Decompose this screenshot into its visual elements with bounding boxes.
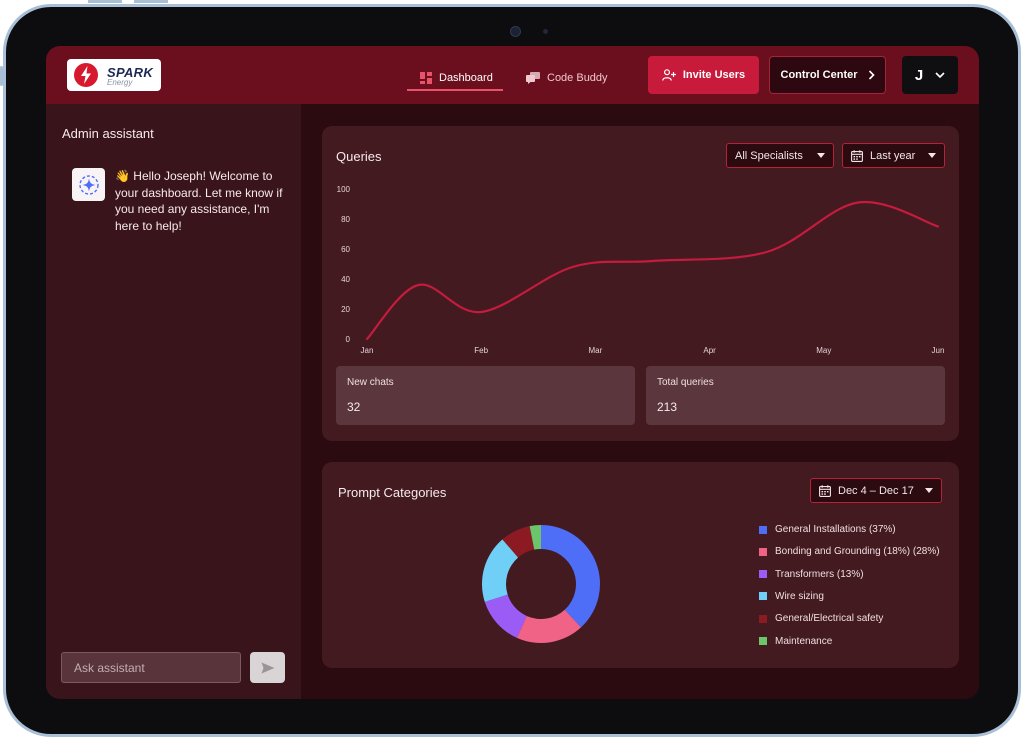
top-button bbox=[88, 0, 122, 3]
legend-swatch bbox=[759, 525, 767, 534]
caret-down-icon bbox=[928, 153, 936, 158]
brand-logo[interactable]: SPARK Energy bbox=[67, 59, 161, 91]
x-tick-label: May bbox=[816, 346, 831, 355]
queries-line-chart: 100 80 60 40 20 0 Jan Feb Mar Apr May Jun bbox=[337, 185, 945, 355]
y-tick-label: 0 bbox=[346, 335, 351, 344]
period-select-value: Last year bbox=[870, 149, 916, 162]
donut-slice bbox=[484, 594, 527, 638]
legend-label: General Installations (37%) bbox=[775, 524, 896, 535]
x-tick-label: Apr bbox=[703, 346, 716, 355]
caret-down-icon bbox=[817, 153, 825, 158]
prompt-categories-title: Prompt Categories bbox=[338, 485, 447, 500]
assistant-message: 👋 Hello Joseph! Welcome to your dashboar… bbox=[115, 169, 283, 233]
assistant-avatar bbox=[72, 168, 105, 201]
y-tick-label: 60 bbox=[341, 245, 350, 254]
queries-title: Queries bbox=[336, 149, 382, 164]
stat-value: 213 bbox=[657, 400, 678, 414]
app-screen: SPARK Energy Dashboard bbox=[46, 46, 979, 699]
volume-button bbox=[0, 66, 3, 86]
chevron-down-icon bbox=[935, 72, 945, 78]
y-tick-label: 20 bbox=[341, 305, 350, 314]
active-tab-indicator bbox=[407, 89, 503, 91]
calendar-icon bbox=[819, 484, 831, 497]
donut-slice bbox=[529, 525, 541, 550]
caret-down-icon bbox=[925, 488, 933, 493]
x-tick-label: Jan bbox=[361, 346, 374, 355]
calendar-icon bbox=[851, 149, 863, 162]
ask-assistant-input[interactable] bbox=[61, 652, 241, 683]
assistant-sidebar: Admin assistant 👋 Hello Joseph! Welcome … bbox=[46, 104, 301, 699]
legend-item: General Installations (37%) bbox=[759, 524, 896, 535]
stat-label: Total queries bbox=[657, 377, 714, 388]
legend-swatch bbox=[759, 637, 767, 645]
series-line bbox=[365, 200, 940, 341]
prompt-categories-card: Prompt Categories Dec 4 – Dec 17 General… bbox=[322, 462, 959, 668]
chevron-right-icon bbox=[868, 70, 875, 80]
legend-item: Transformers (13%) bbox=[759, 569, 864, 580]
add-user-icon bbox=[662, 69, 676, 81]
legend-swatch bbox=[759, 614, 767, 623]
stat-card-total-queries: Total queries 213 bbox=[646, 366, 945, 425]
dashboard-grid-icon bbox=[420, 72, 432, 84]
invite-users-button[interactable]: Invite Users bbox=[648, 56, 759, 94]
legend-label: Wire sizing bbox=[775, 590, 824, 602]
send-icon bbox=[261, 662, 274, 673]
send-button[interactable] bbox=[250, 652, 285, 683]
legend-label: General/Electrical safety bbox=[775, 613, 884, 625]
donut-slice bbox=[541, 525, 600, 628]
specialist-select-value: All Specialists bbox=[735, 149, 803, 162]
legend-swatch bbox=[759, 592, 767, 601]
legend-swatch bbox=[759, 570, 767, 579]
date-range-select[interactable]: Dec 4 – Dec 17 bbox=[810, 478, 942, 503]
x-tick-label: Feb bbox=[474, 346, 488, 355]
donut-slice bbox=[502, 526, 535, 558]
tab-dashboard[interactable]: Dashboard bbox=[420, 65, 493, 91]
tab-dashboard-label: Dashboard bbox=[439, 72, 493, 84]
stat-label: New chats bbox=[347, 377, 394, 388]
prompt-categories-donut bbox=[482, 525, 600, 643]
y-tick-label: 80 bbox=[341, 215, 350, 224]
top-navbar: SPARK Energy Dashboard bbox=[46, 46, 979, 104]
legend-item: Wire sizing bbox=[759, 591, 824, 602]
legend-item: Maintenance bbox=[759, 636, 832, 647]
legend-label: Bonding and Grounding (18%) (28%) bbox=[775, 546, 940, 558]
period-select[interactable]: Last year bbox=[842, 143, 945, 168]
top-button bbox=[134, 0, 168, 3]
legend-item: Bonding and Grounding (18%) (28%) bbox=[759, 546, 940, 557]
queries-card: Queries All Specialists Last year bbox=[322, 126, 959, 441]
legend-item: General/Electrical safety bbox=[759, 613, 883, 624]
tab-code-buddy-label: Code Buddy bbox=[547, 72, 608, 84]
date-range-value: Dec 4 – Dec 17 bbox=[838, 484, 914, 497]
specialist-select[interactable]: All Specialists bbox=[726, 143, 834, 168]
stat-card-new-chats: New chats 32 bbox=[336, 366, 635, 425]
brand-subtitle: Energy bbox=[107, 78, 133, 87]
legend-label: Transformers (13%) bbox=[775, 568, 864, 580]
x-tick-label: Jun bbox=[932, 346, 945, 355]
user-initial: J bbox=[914, 66, 924, 84]
ambient-sensor bbox=[543, 29, 548, 34]
stat-value: 32 bbox=[347, 400, 361, 414]
donut-slice bbox=[482, 539, 519, 602]
front-camera bbox=[510, 26, 521, 37]
user-menu-button[interactable]: J bbox=[902, 56, 958, 94]
tab-code-buddy[interactable]: Code Buddy bbox=[526, 65, 608, 91]
donut-slice bbox=[516, 609, 581, 643]
lightning-bolt-icon bbox=[74, 63, 98, 87]
sparkle-icon bbox=[78, 174, 99, 195]
brand-name: SPARK bbox=[107, 65, 154, 80]
control-center-label: Control Center bbox=[780, 69, 858, 81]
legend-swatch bbox=[759, 547, 767, 556]
x-tick-label: Mar bbox=[589, 346, 603, 355]
assistant-title: Admin assistant bbox=[62, 126, 154, 141]
y-tick-label: 40 bbox=[341, 275, 350, 284]
invite-users-label: Invite Users bbox=[682, 69, 746, 81]
chat-bubbles-icon bbox=[526, 72, 540, 84]
legend-label: Maintenance bbox=[775, 635, 833, 647]
y-tick-label: 100 bbox=[337, 185, 351, 194]
control-center-button[interactable]: Control Center bbox=[769, 56, 886, 94]
